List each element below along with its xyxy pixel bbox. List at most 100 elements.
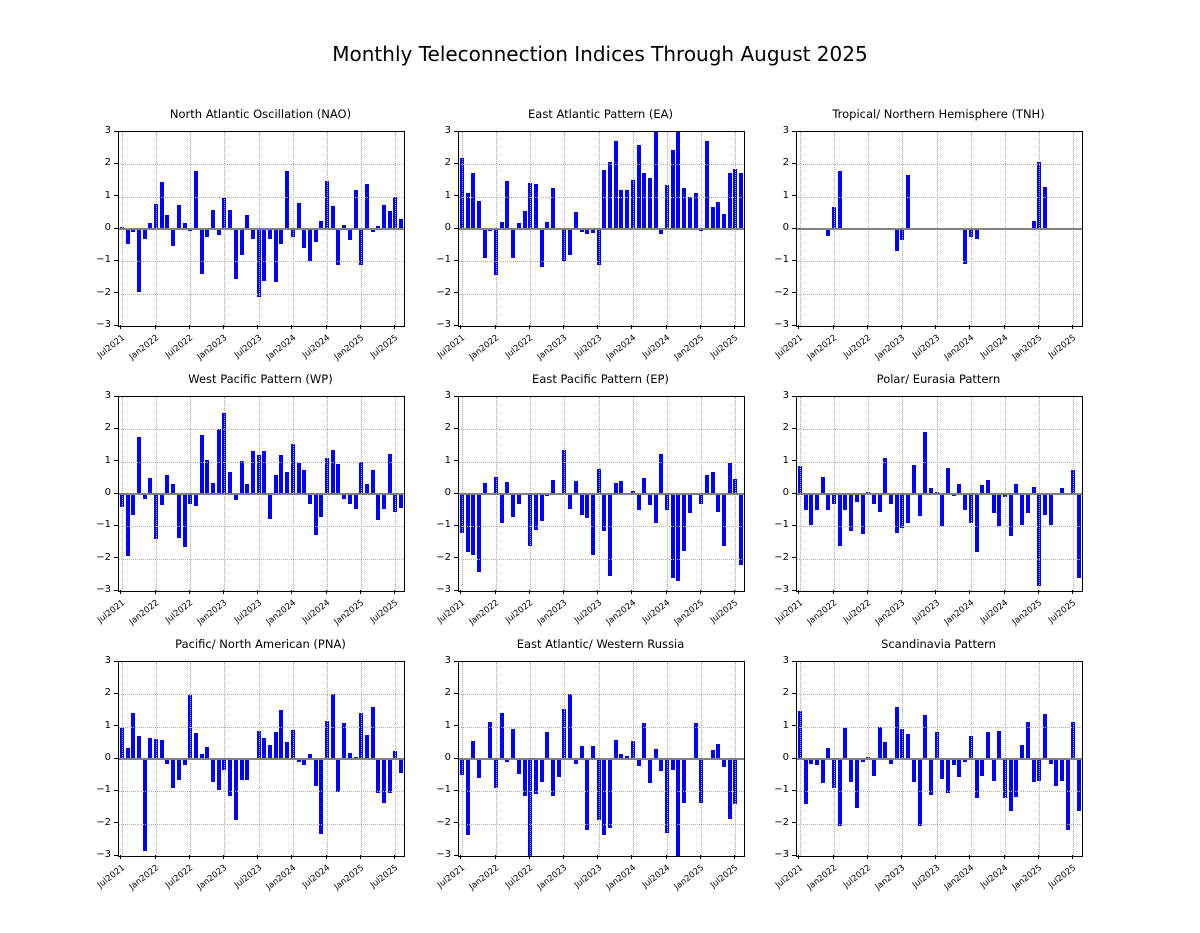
y-tick-mark — [792, 789, 796, 791]
x-tick-mark — [832, 325, 834, 329]
data-bar — [820, 759, 825, 783]
data-bar — [883, 457, 888, 494]
x-tick-mark — [325, 855, 327, 859]
x-tick-mark — [1037, 590, 1039, 594]
data-bar — [382, 204, 387, 229]
data-bar — [590, 229, 595, 233]
data-bar — [171, 483, 176, 494]
data-bar — [716, 744, 721, 759]
chart-panel: Polar/ Eurasia Pattern 3 2 1 0 −1 −2 −3 Jul2021 J… — [733, 365, 1095, 668]
y-tick-mark — [114, 130, 118, 132]
y-axis-tick-label: −3 — [436, 584, 451, 595]
data-bar — [974, 494, 979, 553]
y-gridline — [797, 726, 1082, 728]
data-bar — [602, 170, 607, 229]
data-bar — [142, 494, 147, 499]
y-tick-mark — [792, 195, 796, 197]
y-gridline — [119, 261, 404, 263]
y-axis-tick-label: 0 — [104, 487, 111, 498]
data-bar — [940, 759, 945, 780]
data-bar — [347, 494, 352, 504]
data-bar — [505, 482, 510, 494]
data-bar — [854, 494, 859, 503]
data-bar — [471, 740, 476, 759]
data-bar — [710, 749, 715, 759]
data-bar — [1042, 714, 1047, 759]
data-bar — [1008, 759, 1013, 811]
data-bar — [693, 723, 698, 759]
y-gridline — [459, 461, 744, 463]
y-gridline — [119, 726, 404, 728]
data-bar — [465, 494, 470, 553]
data-bar — [516, 759, 521, 774]
data-bar — [125, 229, 130, 244]
data-bar — [653, 494, 658, 524]
x-tick-mark — [359, 590, 361, 594]
data-bar — [1060, 487, 1065, 494]
y-tick-mark — [454, 324, 458, 326]
data-bar — [585, 229, 590, 234]
x-tick-mark — [154, 325, 156, 329]
y-tick-mark — [792, 427, 796, 429]
data-bar — [739, 173, 744, 229]
data-bar — [843, 727, 848, 759]
y-axis-tick-label: −1 — [774, 254, 789, 266]
data-bar — [319, 759, 324, 835]
data-bar — [659, 453, 664, 494]
y-gridline — [797, 261, 1082, 263]
data-bar — [642, 723, 647, 759]
y-tick-mark — [454, 557, 458, 559]
data-bar — [659, 759, 664, 772]
y-gridline — [119, 823, 404, 825]
plot-area — [458, 396, 745, 592]
data-bar — [131, 494, 136, 516]
data-bar — [682, 494, 687, 551]
data-bar — [551, 187, 556, 229]
y-tick-mark — [114, 492, 118, 494]
chart-panel: Scandinavia Pattern 3 2 1 0 −1 −2 −3 Jul2021 Jan2… — [733, 630, 1095, 933]
data-bar — [387, 211, 392, 229]
data-bar — [302, 759, 307, 766]
data-bar — [330, 206, 335, 229]
y-axis-tick-label: 2 — [444, 687, 451, 699]
data-bar — [233, 759, 238, 820]
y-axis-tick-label: 3 — [104, 655, 111, 666]
y-tick-mark — [114, 324, 118, 326]
x-tick-mark — [597, 590, 599, 594]
data-bar — [860, 494, 865, 535]
y-tick-mark — [114, 757, 118, 759]
y-axis-tick-label: 0 — [782, 222, 789, 233]
data-bar — [642, 173, 647, 229]
data-bar — [522, 211, 527, 229]
chart-panel: East Atlantic Pattern (EA) 3 2 1 0 −1 −2 −3 Jul2… — [395, 100, 757, 403]
data-bar — [131, 713, 136, 759]
data-bar — [370, 229, 375, 232]
data-bar — [499, 713, 504, 759]
data-bar — [285, 472, 290, 494]
y-axis-tick-label: 2 — [782, 157, 789, 169]
data-bar — [182, 222, 187, 229]
x-tick-mark — [1003, 855, 1005, 859]
data-bar — [471, 494, 476, 556]
data-bar — [1077, 759, 1082, 811]
data-bar — [739, 494, 744, 566]
y-tick-mark — [114, 259, 118, 261]
y-axis-tick-label: 2 — [782, 687, 789, 699]
x-tick-mark — [1003, 590, 1005, 594]
data-bar — [545, 221, 550, 229]
panel-title: Pacific/ North American (PNA) — [175, 637, 346, 651]
data-bar — [1031, 759, 1036, 783]
data-bar — [211, 482, 216, 494]
y-tick-mark — [114, 692, 118, 694]
data-bar — [647, 494, 652, 506]
x-tick-mark — [562, 855, 564, 859]
data-bar — [125, 748, 130, 759]
data-bar — [1048, 759, 1053, 764]
data-bar — [917, 494, 922, 516]
data-bar — [642, 477, 647, 494]
x-tick-mark — [188, 325, 190, 329]
data-bar — [676, 494, 681, 582]
x-tick-mark — [699, 855, 701, 859]
data-bar — [1054, 759, 1059, 787]
y-tick-mark — [114, 395, 118, 397]
